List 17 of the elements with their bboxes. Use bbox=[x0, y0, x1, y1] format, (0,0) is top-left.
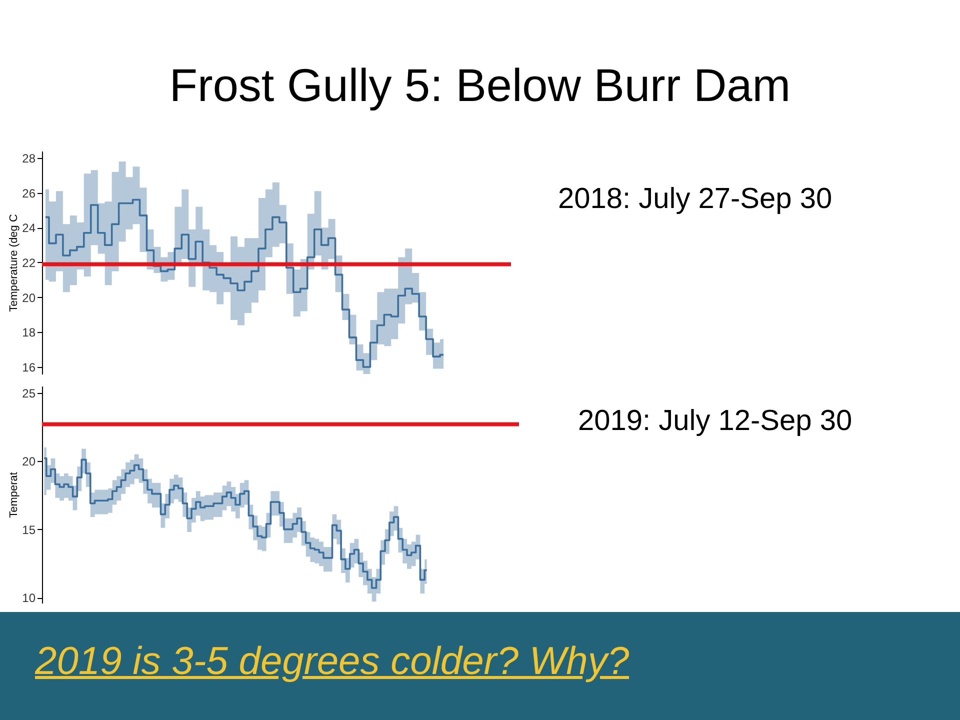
y-tick-label: 18 bbox=[22, 326, 36, 340]
y-tick-label: 20 bbox=[22, 290, 36, 305]
text: 2019: July 12-Sep 30 bbox=[578, 405, 852, 438]
y-tick-label: 16 bbox=[22, 360, 36, 375]
y-tick-label: 10 bbox=[22, 591, 36, 606]
y-tick-label: 26 bbox=[22, 186, 36, 200]
y-tick-label: 22 bbox=[22, 256, 36, 270]
y-tick-label: 25 bbox=[22, 386, 36, 400]
y-tick-label: 24 bbox=[22, 221, 36, 236]
y-axis-title: Temperature (deg C bbox=[8, 214, 20, 312]
y-tick-label: 15 bbox=[22, 522, 36, 537]
text: 2019 is 3-5 degrees colder? Why? bbox=[35, 640, 630, 684]
text: 2018: July 27-Sep 30 bbox=[558, 183, 832, 216]
y-axis-title: Temperat bbox=[8, 472, 20, 518]
y-tick-label: 20 bbox=[22, 454, 36, 469]
chart-title: Frost Gully 5: Below Burr Dam bbox=[168, 58, 792, 112]
y-tick-label: 28 bbox=[22, 151, 36, 166]
